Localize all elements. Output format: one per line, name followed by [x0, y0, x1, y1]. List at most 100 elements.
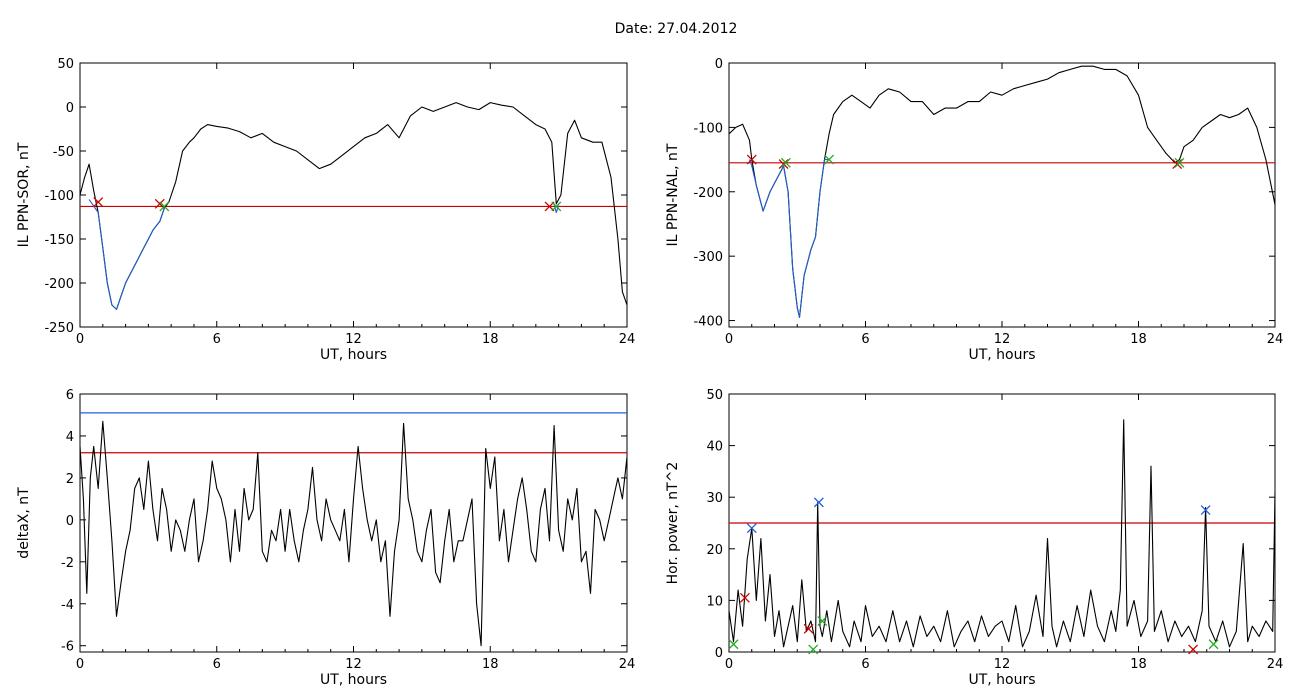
y-tick-label: -300 [693, 250, 723, 265]
marker-stroke [813, 497, 824, 508]
event-marker [728, 639, 739, 650]
event-segment-line [748, 159, 830, 318]
y-tick-label: -2 [61, 556, 74, 571]
event-marker [93, 197, 104, 207]
marker-stroke [817, 616, 828, 626]
marker-stroke [1174, 157, 1185, 168]
event-marker [746, 154, 757, 165]
marker-stroke [1200, 505, 1211, 516]
marker-stroke [1208, 639, 1219, 650]
x-tick-label: 12 [994, 657, 1011, 672]
y-tick-label: -250 [44, 321, 74, 336]
marker-stroke [154, 198, 165, 209]
event-marker [746, 523, 757, 534]
marker-stroke [1188, 644, 1199, 655]
y-tick-label: 20 [706, 543, 723, 558]
y-tick-label: 0 [66, 101, 74, 116]
event-marker [778, 159, 789, 170]
event-marker [1174, 157, 1185, 168]
x-tick-label: 6 [213, 657, 221, 672]
chart-panel-ppn-nal: 0 6 12 18 24 -400 -300 -200 -100 0 UT, hours IL PPN… [665, 57, 1283, 363]
x-tick-label: 12 [345, 332, 362, 347]
x-axis-label: UT, hours [968, 672, 1035, 688]
page-title: Date: 27.04.2012 [615, 21, 738, 37]
y-tick-label: 0 [715, 646, 723, 661]
y-axis-label: Hor. power, nT^2 [665, 462, 681, 585]
plot-frame [79, 62, 628, 328]
marker-stroke [746, 523, 757, 534]
series-line [80, 420, 627, 647]
x-tick-label: 24 [1267, 657, 1284, 672]
event-marker [1172, 159, 1183, 170]
event-marker [813, 497, 824, 508]
x-tick-label: 24 [1267, 332, 1284, 347]
event-marker [817, 616, 828, 626]
y-tick-label: 0 [66, 514, 74, 529]
x-tick-label: 0 [76, 332, 84, 347]
y-tick-label: -50 [53, 145, 74, 160]
event-segment-line [88, 199, 165, 310]
y-tick-label: -150 [44, 233, 74, 248]
event-marker [551, 201, 562, 212]
series-line [729, 419, 1275, 648]
marker-stroke [159, 201, 170, 212]
chart-panel-hor-power: 0 6 12 18 24 0 10 20 30 40 50 UT, hours Hor. power, … [665, 388, 1283, 688]
plot-frame [728, 62, 1276, 328]
x-tick-label: 0 [725, 332, 733, 347]
x-tick-label: 0 [725, 657, 733, 672]
x-tick-label: 6 [861, 332, 869, 347]
y-tick-label: 6 [66, 388, 74, 403]
chart-panel-ppn-sor: 0 6 12 18 24 -250 -200 -150 -100 -50 0 50 UT, hours I… [16, 57, 635, 363]
x-tick-label: 0 [76, 657, 84, 672]
marker-stroke [728, 639, 739, 650]
event-marker [808, 644, 819, 655]
y-tick-label: 2 [66, 472, 74, 487]
x-tick-label: 18 [482, 332, 499, 347]
event-marker [1208, 639, 1219, 650]
y-tick-label: -4 [61, 598, 74, 613]
marker-stroke [803, 623, 814, 634]
plot-frame [79, 393, 628, 653]
marker-stroke [780, 157, 791, 168]
y-tick-label: -100 [44, 189, 74, 204]
y-tick-label: 50 [57, 57, 74, 72]
x-tick-label: 24 [619, 657, 636, 672]
marker-stroke [778, 159, 789, 170]
x-tick-label: 12 [994, 332, 1011, 347]
event-marker [159, 201, 170, 212]
y-tick-label: 4 [66, 430, 74, 445]
x-axis-label: UT, hours [968, 347, 1035, 363]
x-tick-label: 6 [213, 332, 221, 347]
x-tick-label: 18 [482, 657, 499, 672]
y-axis-label: deltaX, nT [16, 487, 32, 559]
marker-stroke [551, 201, 562, 212]
event-marker [154, 198, 165, 209]
event-marker [824, 154, 835, 165]
y-axis-label: IL PPN-NAL, nT [665, 143, 681, 246]
marker-stroke [746, 154, 757, 165]
y-tick-label: 40 [706, 440, 723, 455]
x-tick-label: 6 [861, 657, 869, 672]
marker-stroke [739, 592, 750, 603]
y-tick-label: 50 [706, 388, 723, 403]
x-tick-label: 24 [619, 332, 636, 347]
y-tick-label: -200 [693, 186, 723, 201]
x-axis-label: UT, hours [320, 347, 387, 363]
y-tick-label: 10 [706, 594, 723, 609]
series-line [729, 65, 1275, 318]
marker-stroke [824, 154, 835, 165]
x-tick-label: 18 [1130, 657, 1147, 672]
x-tick-label: 18 [1130, 332, 1147, 347]
event-marker [780, 157, 791, 168]
y-tick-label: 30 [706, 491, 723, 506]
marker-stroke [93, 197, 104, 207]
y-tick-label: -200 [44, 277, 74, 292]
x-tick-label: 12 [345, 657, 362, 672]
y-axis-label: IL PPN-SOR, nT [16, 142, 32, 247]
y-tick-label: -100 [693, 121, 723, 136]
event-marker [1200, 505, 1211, 516]
event-marker [803, 623, 814, 634]
x-axis-label: UT, hours [320, 672, 387, 688]
